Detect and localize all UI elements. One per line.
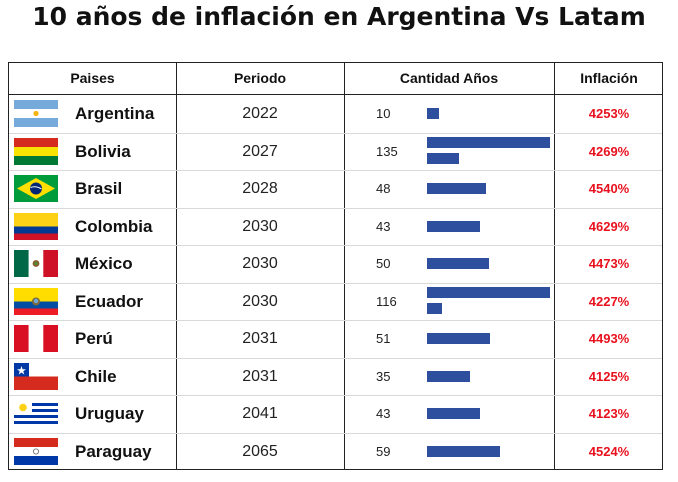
years-value: 10	[376, 106, 391, 121]
years-bar	[427, 445, 500, 457]
years-value: 116	[376, 293, 397, 309]
period-value: 2028	[242, 180, 278, 197]
table-row: Colombia 2030 43 4629%	[9, 207, 662, 246]
page-title: 10 años de inflación en Argentina Vs Lat…	[32, 2, 646, 31]
inflation-value: 4540%	[588, 181, 630, 196]
country-name: Uruguay	[75, 404, 144, 423]
country-name: Paraguay	[75, 441, 152, 461]
years-value: 35	[376, 368, 391, 384]
years-bar	[427, 136, 550, 148]
years-bar	[427, 152, 459, 164]
header-paises: Paises	[70, 70, 115, 86]
paraguay-flag-icon	[14, 437, 58, 465]
column-divider	[554, 63, 555, 469]
brazil-flag-icon	[14, 175, 58, 202]
table-row: Brasil 2028 48 4540%	[9, 170, 662, 208]
mexico-flag-icon	[14, 250, 58, 277]
years-bar	[427, 302, 442, 314]
years-value: 59	[376, 443, 391, 459]
years-bar	[427, 183, 487, 194]
colombia-flag-icon	[14, 212, 58, 240]
country-name: Chile	[75, 366, 117, 386]
table-row: Ecuador 2030 116 4227%	[9, 282, 662, 321]
period-value: 2030	[242, 255, 278, 272]
table-row: Uruguay 2041 43 4123%	[9, 395, 662, 433]
years-bar	[427, 258, 489, 269]
ecuador-flag-icon	[14, 287, 58, 315]
row-divider	[9, 320, 662, 321]
table-header: Paises Periodo Cantidad Años Inflación	[9, 63, 662, 95]
years-bar	[427, 333, 490, 344]
row-divider	[9, 432, 662, 434]
table-row: México 2030 50 4473%	[9, 245, 662, 283]
table-row: Chile 2031 35 4125%	[9, 357, 662, 396]
uruguay-flag-icon	[14, 400, 58, 427]
years-value: 51	[376, 331, 391, 346]
row-divider	[9, 357, 662, 359]
column-divider	[344, 63, 345, 469]
row-divider	[9, 245, 662, 246]
inflation-value: 4253%	[588, 106, 630, 121]
inflation-table: Paises Periodo Cantidad Años Inflación A…	[8, 62, 663, 470]
table-row: Bolivia 2027 135 4269%	[9, 132, 662, 171]
argentina-flag-icon	[14, 100, 58, 127]
years-value: 48	[376, 181, 391, 196]
period-value: 2041	[242, 405, 278, 422]
years-value: 135	[376, 143, 398, 159]
table-row: Paraguay 2065 59 4524%	[9, 432, 662, 471]
bolivia-flag-icon	[14, 137, 58, 165]
row-divider	[9, 170, 662, 171]
country-name: México	[75, 254, 133, 273]
years-value: 43	[376, 406, 391, 421]
row-divider	[9, 282, 662, 284]
period-value: 2030	[242, 217, 278, 235]
table-row: Perú 2031 51 4493%	[9, 320, 662, 358]
row-divider	[9, 132, 662, 134]
period-value: 2065	[242, 442, 278, 460]
years-bar	[427, 370, 471, 382]
country-name: Colombia	[75, 216, 153, 236]
years-bar	[427, 220, 480, 232]
period-value: 2030	[242, 292, 278, 310]
period-value: 2031	[242, 367, 278, 385]
inflation-value: 4227%	[588, 293, 630, 309]
years-bar	[427, 408, 480, 419]
country-name: Ecuador	[75, 291, 144, 311]
row-divider	[9, 395, 662, 396]
row-divider	[9, 207, 662, 209]
inflation-value: 4473%	[588, 256, 630, 271]
inflation-value: 4123%	[588, 406, 630, 421]
header-cantidad-anos: Cantidad Años	[399, 70, 499, 86]
years-value: 43	[376, 218, 391, 234]
table-row: Argentina 2022 10 4253%	[9, 95, 662, 133]
country-name: Perú	[75, 329, 113, 348]
period-value: 2031	[242, 330, 278, 347]
chile-flag-icon	[14, 362, 58, 390]
period-value: 2027	[242, 142, 278, 160]
years-value: 50	[376, 256, 391, 271]
country-name: Bolivia	[75, 141, 131, 161]
column-divider	[176, 63, 177, 469]
country-name: Brasil	[75, 179, 123, 198]
peru-flag-icon	[14, 325, 58, 352]
header-inflacion: Inflación	[580, 70, 638, 86]
inflation-value: 4629%	[588, 218, 630, 234]
inflation-value: 4269%	[588, 143, 630, 159]
inflation-value: 4125%	[588, 368, 630, 384]
inflation-value: 4524%	[588, 443, 630, 459]
header-periodo: Periodo	[233, 70, 287, 86]
inflation-value: 4493%	[588, 331, 630, 346]
period-value: 2022	[242, 105, 278, 122]
country-name: Argentina	[75, 104, 155, 123]
years-bar	[427, 286, 550, 298]
years-bar	[427, 108, 440, 119]
